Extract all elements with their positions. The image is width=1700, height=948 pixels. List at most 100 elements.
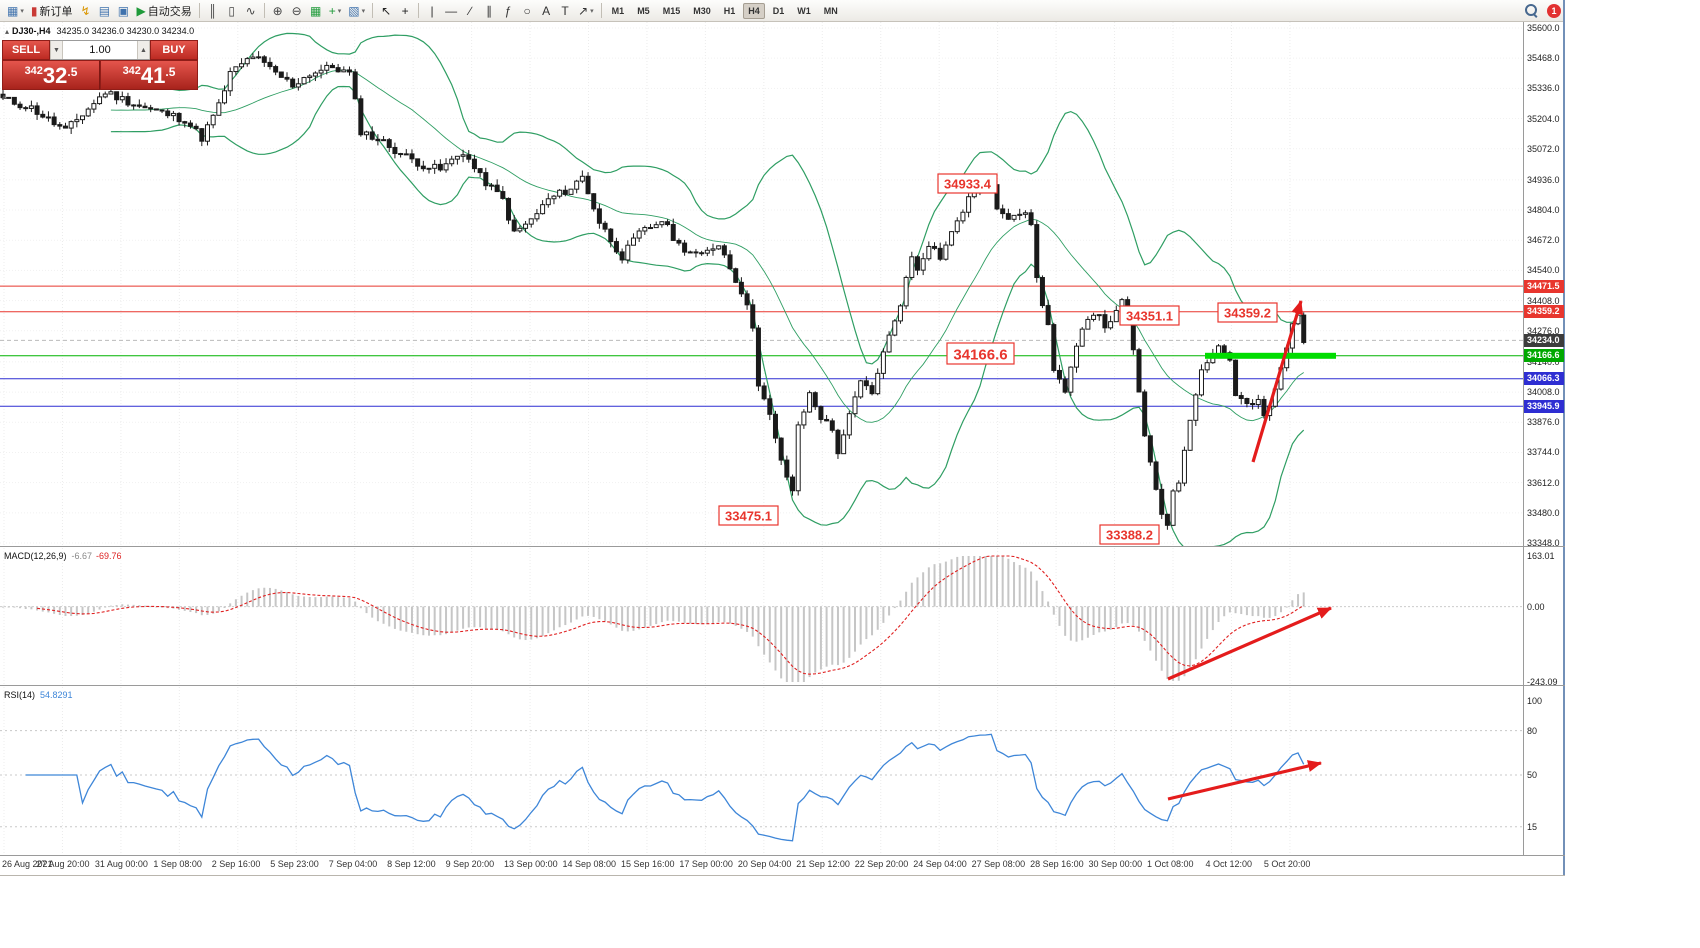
sell-button[interactable]: SELL	[2, 40, 50, 60]
timeframe-h4-button[interactable]: H4	[743, 2, 765, 19]
time-axis-tick: 1 Sep 08:00	[153, 859, 202, 869]
one-click-collapse-arrow[interactable]: ▲	[0, 92, 8, 101]
timeframe-d1-button[interactable]: D1	[772, 5, 785, 16]
macd-axis-tick: 163.01	[1527, 551, 1555, 561]
candlestick-chart-button[interactable]: ▯	[223, 2, 241, 20]
timeframe-m30-button[interactable]: M30	[693, 5, 711, 16]
lot-value[interactable]: 1.00	[89, 44, 111, 56]
indicators-button[interactable]: + ▾	[326, 2, 345, 20]
price-axis-tick: 33348.0	[1527, 538, 1560, 548]
sell-price-display[interactable]: 342 32.5	[2, 60, 100, 90]
auto-trading-button[interactable]: ▶ 自动交易	[133, 2, 194, 20]
macd-value: -6.67	[71, 551, 93, 561]
arrows-button-caret-icon: ▾	[590, 7, 594, 15]
macd-axis-tick: -243.09	[1527, 677, 1558, 687]
zoom-out-button[interactable]: ⊖	[288, 2, 306, 20]
auto-trading-icon: ▶	[136, 3, 146, 18]
line-chart-button[interactable]: ∿	[242, 2, 260, 20]
search-button[interactable]	[1521, 2, 1542, 20]
shapes-button[interactable]: ○	[518, 2, 536, 20]
cursor-icon: ↖	[381, 3, 392, 18]
horizontal-line-button[interactable]: —	[442, 2, 460, 20]
macd-axis-tick: 0.00	[1527, 601, 1545, 612]
zoom-in-button[interactable]: ⊕	[269, 2, 287, 20]
main-chart-canvas[interactable]: 34933.4 34351.1 34359.2 34166.6 33475.1 33388…	[0, 22, 1523, 546]
templates-icon: ▧	[348, 3, 360, 18]
timeframe-m1-button[interactable]: M1	[611, 5, 625, 16]
time-axis-tick: 15 Sep 16:00	[620, 859, 675, 869]
bar-chart-button[interactable]: ║	[204, 2, 222, 20]
indicators-icon: +	[328, 3, 336, 18]
vertical-line-button[interactable]: |	[423, 2, 441, 20]
symbol-timeframe-label: DJ30-,H4	[12, 26, 51, 36]
top-toolbar: ▦ ▾ ▮ 新订单 ↯ ▤ ▣ ▶ 自动交易 ║ ▯ ∿ ⊕ ⊖ ▦ + ▾ ▧ ▾ ↖ + | — ∕ ∥ ƒ ○ A T ↗ ▾ M1 M5…	[0, 0, 1565, 22]
cursor-button[interactable]: ↖	[377, 2, 395, 20]
fibonacci-button[interactable]: ƒ	[499, 2, 517, 20]
tile-windows-button[interactable]: ▦	[307, 2, 325, 20]
arrows-icon: ↗	[578, 3, 589, 18]
templates-button[interactable]: ▧ ▾	[345, 2, 368, 20]
macd-pane-canvas[interactable]	[0, 548, 1523, 685]
notification-badge[interactable]: 1	[1547, 3, 1561, 18]
svg-text:34359.2: 34359.2	[1224, 306, 1271, 321]
time-axis-tick: 31 Aug 00:00	[94, 859, 148, 869]
buy-price-display[interactable]: 342 41.5	[100, 60, 198, 90]
price-level-tag: 33945.9	[1524, 399, 1564, 413]
chart-info-line: ▴ DJ30-,H4 34235.0 34236.0 34230.0 34234.0	[5, 26, 194, 36]
buy-price-prefix: 342	[122, 65, 141, 77]
crosshair-button[interactable]: +	[396, 2, 414, 20]
auto-trading-button-label: 自动交易	[147, 5, 192, 18]
strategy-tester-button[interactable]: ↯	[76, 2, 94, 20]
new-chart-button[interactable]: ▦ ▾	[4, 2, 27, 20]
toolbar-separator	[418, 3, 420, 18]
timeframe-h1-button[interactable]: H1	[723, 5, 736, 16]
indicators-button-caret-icon: ▾	[337, 7, 342, 15]
market-watch-button[interactable]: ▤	[95, 2, 113, 20]
time-axis-tick: 7 Sep 04:00	[328, 859, 378, 869]
price-axis-tick: 35468.0	[1527, 53, 1560, 64]
price-axis[interactable]: 35600.0 35468.0 35336.0 35204.0 35072.0 34936…	[1523, 22, 1564, 855]
timeframe-m15-button[interactable]: M15	[662, 5, 681, 16]
rsi-axis-tick: 100	[1527, 696, 1543, 706]
terminal-button[interactable]: ▣	[114, 2, 132, 20]
lot-decrease-button[interactable]: ▼	[50, 41, 63, 59]
macd-indicator-label: MACD(12,26,9) -6.67 -69.76	[4, 551, 122, 561]
time-axis-tick: 1 Oct 08:00	[1147, 859, 1194, 869]
svg-text:34166.6: 34166.6	[953, 347, 1007, 364]
svg-text:33475.1: 33475.1	[725, 509, 772, 524]
text-button[interactable]: A	[537, 2, 555, 20]
time-axis-tick: 5 Oct 20:00	[1263, 859, 1311, 869]
price-level-tag: 34166.6	[1524, 349, 1564, 363]
pane-separator[interactable]	[0, 546, 1565, 547]
price-axis-tick: 35336.0	[1527, 83, 1560, 94]
line-chart-icon: ∿	[245, 3, 256, 18]
trendline-button[interactable]: ∕	[461, 2, 479, 20]
rsi-pane-canvas[interactable]	[0, 687, 1523, 855]
market-watch-icon: ▤	[98, 3, 111, 18]
price-axis-tick: 35204.0	[1527, 113, 1560, 124]
toolbar-separator	[372, 3, 374, 18]
rsi-value: 54.8291	[40, 690, 73, 700]
window-bottom-border	[0, 875, 1565, 876]
buy-button[interactable]: BUY	[150, 40, 198, 60]
candlestick-chart-icon: ▯	[228, 3, 235, 18]
text-label-button[interactable]: T	[556, 2, 574, 20]
search-icon	[1524, 3, 1539, 18]
timeframe-mn-button[interactable]: MN	[823, 5, 838, 16]
channel-button[interactable]: ∥	[480, 2, 498, 20]
arrows-button[interactable]: ↗ ▾	[575, 2, 597, 20]
buy-price-big-digits: 41	[140, 62, 166, 88]
pane-separator[interactable]	[0, 685, 1565, 686]
new-chart-button-caret-icon: ▾	[20, 7, 24, 15]
new-order-button[interactable]: ▮ 新订单	[28, 2, 76, 20]
price-level-tag: 34471.5	[1524, 279, 1564, 293]
rsi-axis-tick: 50	[1527, 770, 1538, 780]
lot-size-input[interactable]: ▼ 1.00 ▲	[50, 40, 150, 60]
price-axis-tick: 33876.0	[1527, 417, 1560, 428]
lot-increase-button[interactable]: ▲	[137, 41, 150, 59]
time-axis-tick: 17 Sep 00:00	[679, 859, 733, 869]
time-axis-tick: 27 Sep 08:00	[971, 859, 1026, 869]
time-axis[interactable]: 26 Aug 2021 27 Aug 20:00 31 Aug 00:00 1 Sep…	[0, 856, 1523, 874]
timeframe-w1-button[interactable]: W1	[797, 5, 811, 16]
timeframe-m5-button[interactable]: M5	[637, 5, 650, 16]
